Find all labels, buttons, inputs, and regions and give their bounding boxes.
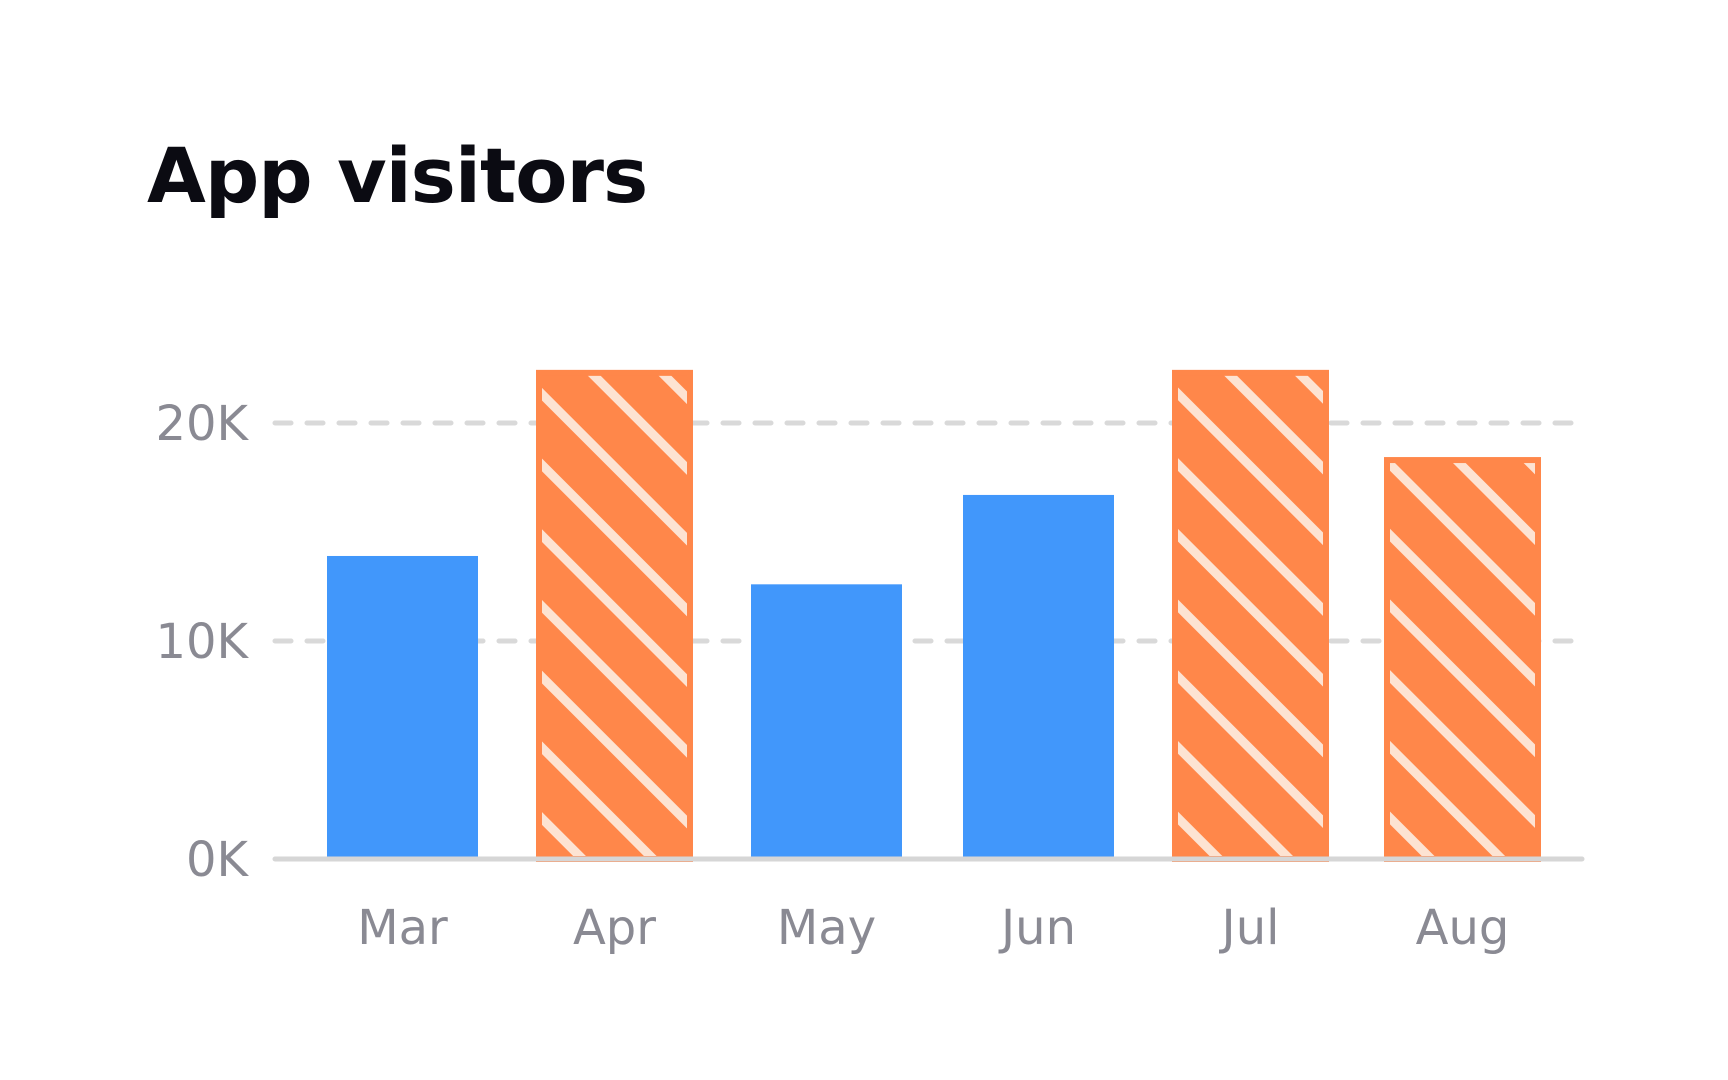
bars: [327, 369, 1541, 862]
x-tick-label: May: [777, 900, 876, 956]
bar-jul: [1172, 369, 1329, 862]
x-tick-label: Apr: [573, 900, 656, 956]
y-tick-label: 10K: [155, 614, 249, 670]
y-tick-label: 20K: [155, 396, 249, 452]
y-axis-ticks: 0K 10K 20K: [155, 396, 249, 888]
bar-apr: [536, 369, 693, 862]
bar-may: [751, 584, 902, 859]
x-tick-label: Jun: [998, 900, 1076, 956]
x-tick-label: Mar: [357, 900, 448, 956]
bar-jun: [963, 494, 1114, 859]
x-tick-label: Jul: [1219, 900, 1280, 956]
x-axis-ticks: Mar Apr May Jun Jul Aug: [357, 900, 1509, 956]
chart-title: App visitors: [147, 131, 648, 220]
bar-mar: [327, 555, 478, 859]
x-tick-label: Aug: [1416, 900, 1510, 956]
bar-aug: [1384, 457, 1541, 862]
y-tick-label: 0K: [186, 832, 250, 888]
grid-lines: [272, 420, 1585, 644]
